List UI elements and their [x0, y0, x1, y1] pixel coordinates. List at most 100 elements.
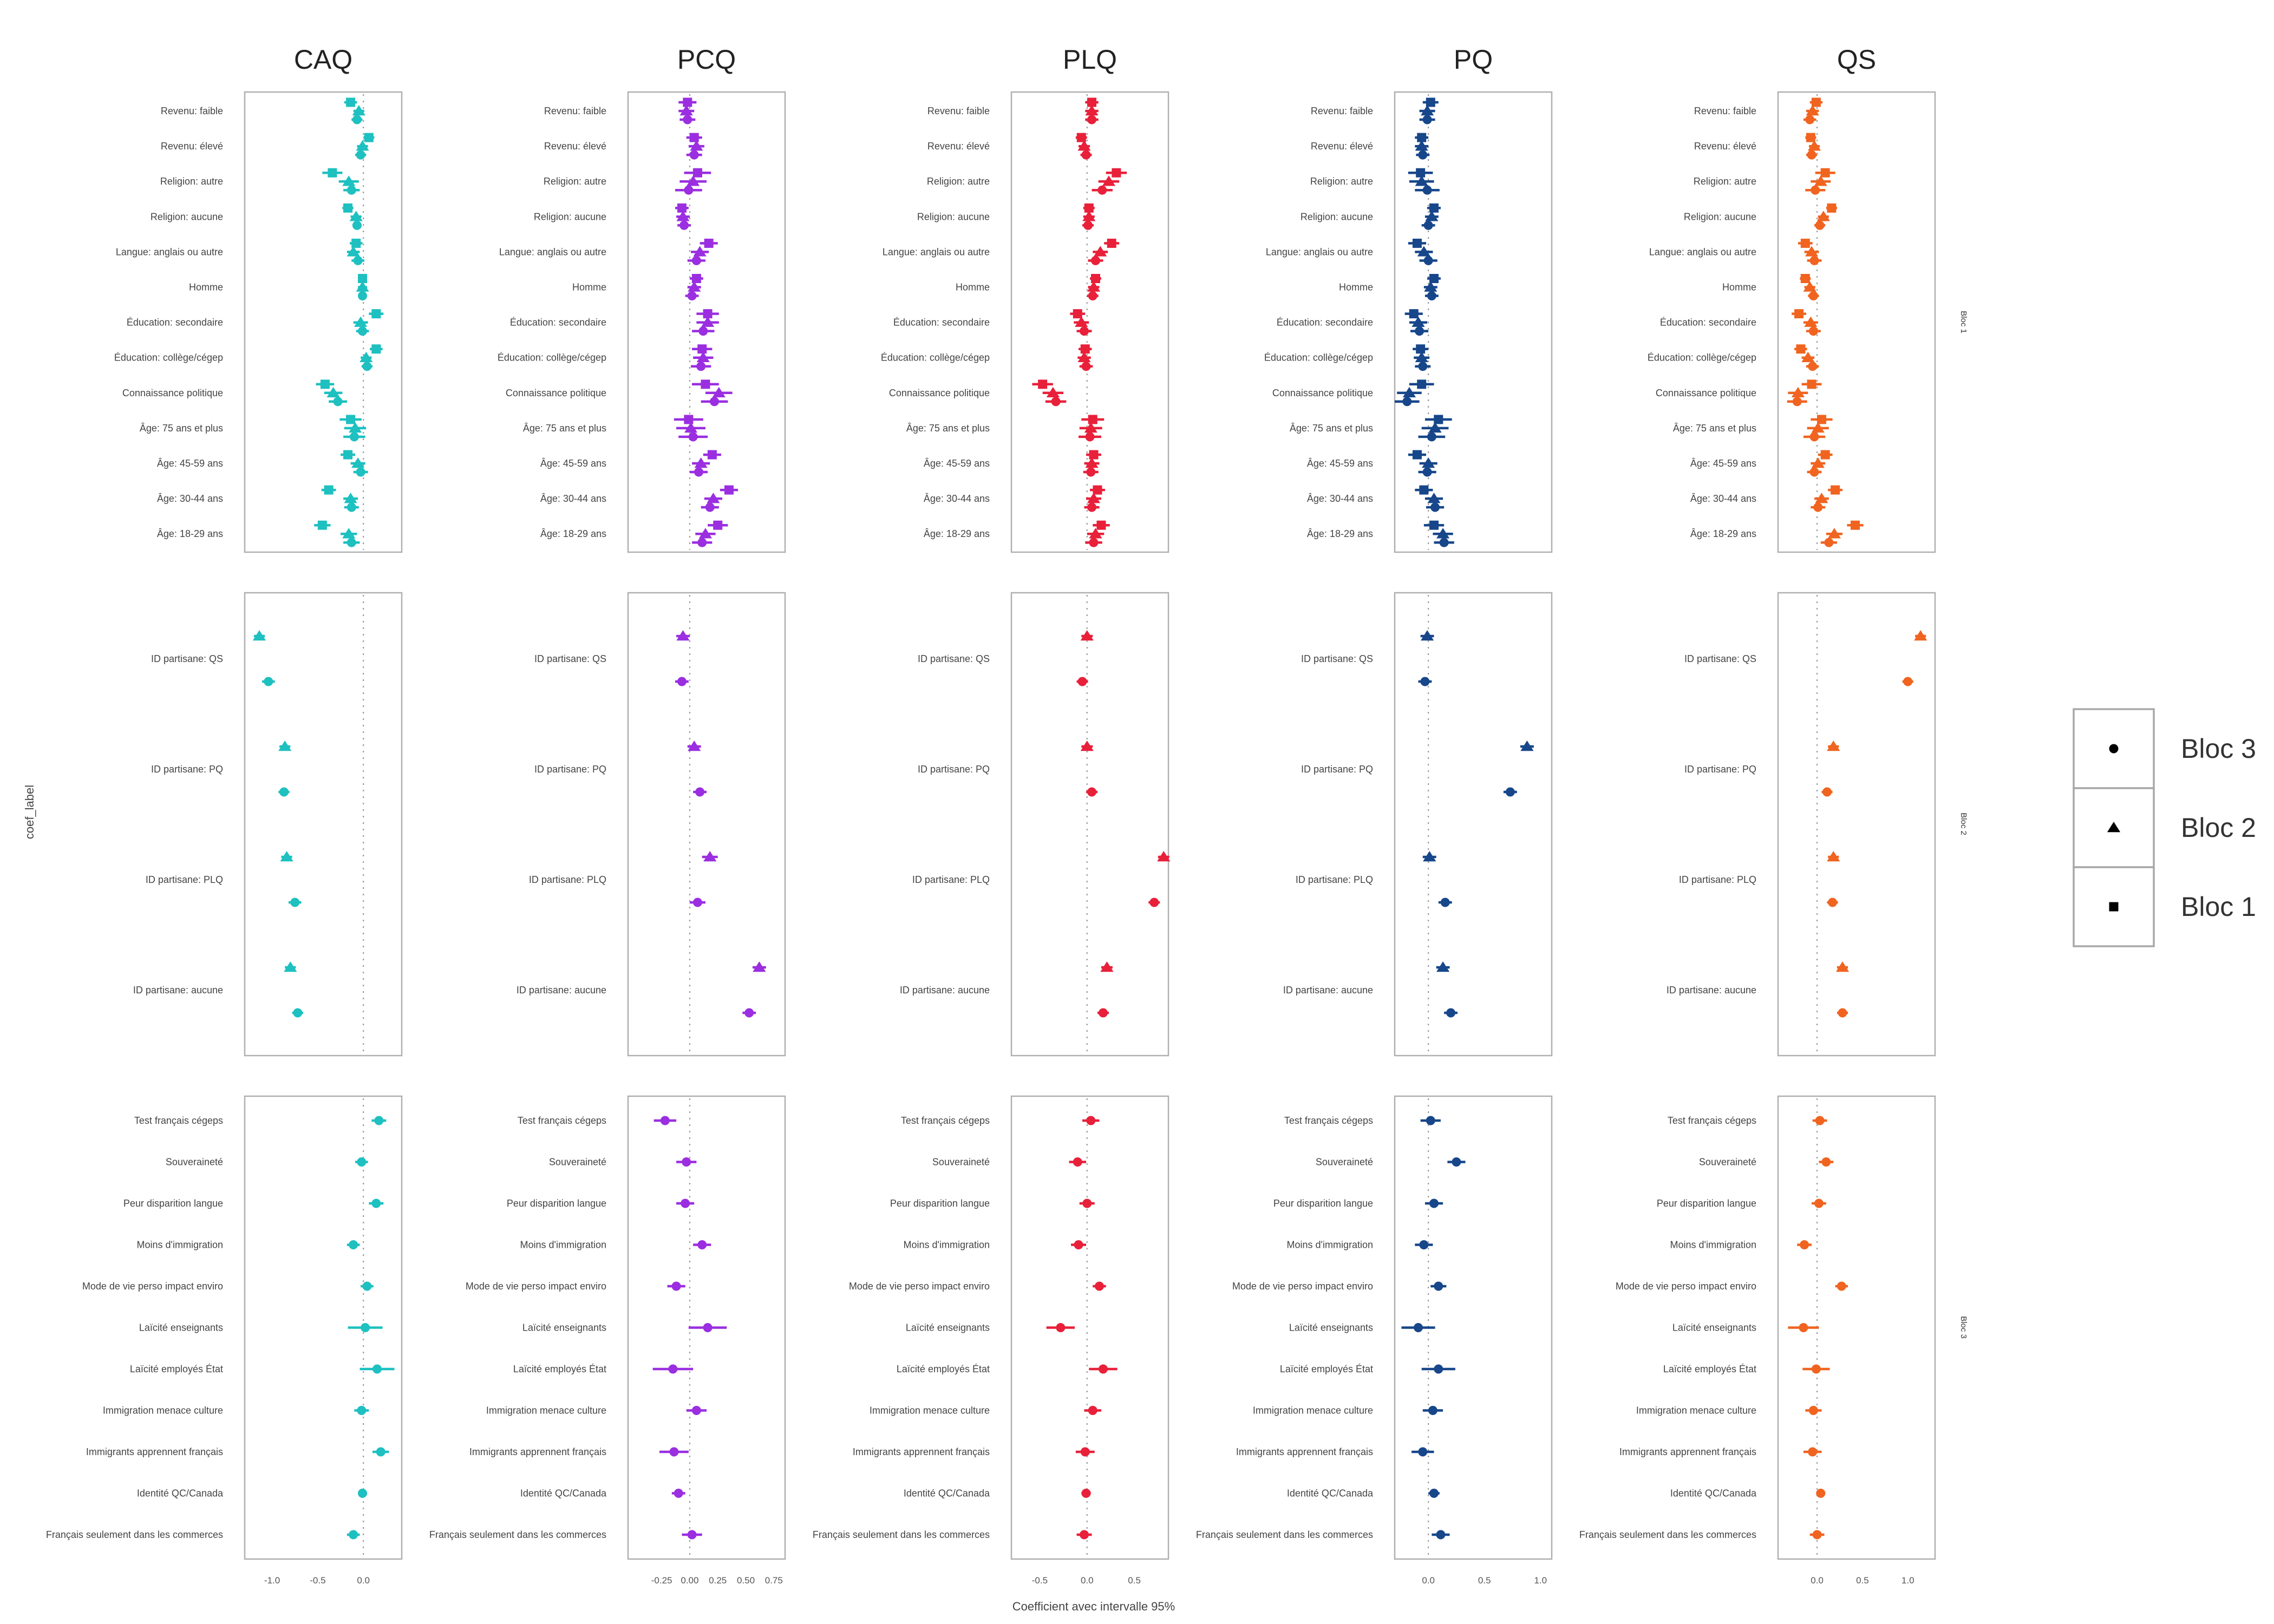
row-label: Laïcité employés État — [130, 1364, 223, 1374]
row-label: Souveraineté — [1699, 1157, 1756, 1168]
education-college-cegep-bloc3-point — [362, 362, 372, 371]
religion-aucune-bloc1-point — [343, 203, 353, 213]
x-tick-label: 0.75 — [765, 1575, 783, 1586]
langue-anglais-ou-autre-bloc2-point — [693, 246, 707, 257]
souverainete-bloc3-point — [1452, 1157, 1461, 1167]
education-college-cegep-bloc1-point — [697, 344, 707, 354]
education-secondaire-bloc3-point — [358, 326, 367, 336]
moins-d-immigration-bloc3-point — [1074, 1240, 1083, 1249]
souverainete-bloc3-point — [357, 1157, 367, 1167]
row-label: Immigration menace culture — [1636, 1405, 1756, 1416]
id-partisane-aucune-bloc3-point — [1838, 1008, 1847, 1018]
row-label: Âge: 30-44 ans — [157, 493, 223, 504]
religion-autre-bloc2-point — [1102, 175, 1116, 186]
age-30-44-ans-bloc2-point — [707, 493, 720, 503]
row-label: Test français cégeps — [1284, 1115, 1373, 1126]
age-45-59-ans-bloc3-point — [694, 467, 703, 477]
test-francais-cegeps-bloc3-point — [374, 1116, 384, 1125]
peur-disparition-langue-bloc3-point — [1082, 1199, 1092, 1208]
panel-b3: Test français cégeps Souveraineté Peur dis… — [46, 1095, 403, 1560]
revenu-faible-bloc1-point — [683, 97, 692, 107]
francais-seulement-dans-les-commerces-bloc3-point — [687, 1530, 697, 1540]
row-label: ID partisane: QS — [1301, 653, 1373, 664]
row-label: Connaissance politique — [889, 388, 990, 398]
religion-aucune-bloc2-point — [1425, 211, 1439, 221]
x-tick-label: 0.25 — [709, 1575, 727, 1586]
row-label: ID partisane: PQ — [1301, 764, 1373, 775]
peur-disparition-langue-bloc3-point — [1429, 1199, 1439, 1208]
homme-bloc2-point — [688, 281, 701, 292]
revenu-faible-bloc3-point — [1087, 115, 1096, 125]
id-partisane-qs-bloc2-point — [1420, 630, 1434, 641]
identite-qc-canada-bloc3-point — [1081, 1489, 1091, 1498]
row-label: ID partisane: aucune — [1283, 985, 1373, 996]
party-column-pq: PQ Revenu: faible Revenu: élevé Religion: a… — [1196, 44, 1553, 1586]
row-label: Moins d'immigration — [1287, 1240, 1374, 1250]
francais-seulement-dans-les-commerces-bloc3-point — [1812, 1530, 1822, 1540]
id-partisane-qs-bloc2-point — [252, 630, 266, 641]
age-18-29-ans-bloc2-point — [698, 528, 713, 539]
id-partisane-qs-bloc3-point — [677, 677, 687, 686]
legend-key-bloc-3: Bloc 3 — [2073, 708, 2256, 789]
test-francais-cegeps-bloc3-point — [1426, 1116, 1435, 1125]
education-secondaire-bloc1-point — [371, 309, 381, 319]
connaissance-politique-bloc2-point — [1402, 387, 1416, 398]
religion-autre-bloc3-point — [347, 185, 356, 195]
souverainete-bloc3-point — [1073, 1157, 1082, 1167]
row-label: ID partisane: PQ — [1684, 764, 1756, 775]
party-column-qs: QS Revenu: faible Revenu: élevé Religion: a… — [1579, 44, 1936, 1586]
row-label: Revenu: élevé — [927, 141, 990, 152]
education-college-cegep-bloc3-point — [1081, 362, 1091, 371]
homme-bloc2-point — [356, 281, 369, 292]
langue-anglais-ou-autre-bloc1-point — [1412, 238, 1422, 248]
education-secondaire-bloc2-point — [1075, 316, 1088, 327]
row-label: Revenu: élevé — [161, 141, 223, 152]
immigrants-apprennent-francais-bloc3-point — [1080, 1447, 1090, 1457]
mode-de-vie-perso-impact-enviro-bloc3-point — [1094, 1281, 1104, 1291]
revenu-eleve-bloc1-point — [1806, 133, 1815, 142]
langue-anglais-ou-autre-bloc1-point — [1107, 238, 1116, 248]
panel-frame — [1394, 592, 1553, 1057]
age-45-59-ans-bloc1-point — [1089, 450, 1099, 460]
homme-bloc3-point — [1088, 291, 1097, 300]
laicite-employes-etat-bloc3-point — [668, 1364, 678, 1374]
education-secondaire-bloc1-point — [1409, 309, 1419, 319]
homme-bloc2-point — [1087, 281, 1101, 292]
religion-autre-bloc2-point — [687, 175, 700, 186]
homme-bloc1-point — [1800, 274, 1810, 283]
id-partisane-qs-bloc3-point — [1903, 677, 1913, 686]
facet-strip-label: Bloc 3 — [1959, 1316, 1968, 1339]
row-label: Souveraineté — [549, 1157, 606, 1168]
party-column-plq: PLQ Revenu: faible Revenu: élevé Religion: … — [813, 44, 1171, 1586]
row-label: Religion: aucune — [917, 211, 990, 222]
revenu-faible-bloc1-point — [346, 97, 356, 107]
row-label: Souveraineté — [1316, 1157, 1373, 1168]
row-label: Test français cégeps — [134, 1115, 223, 1126]
immigrants-apprennent-francais-bloc3-point — [1418, 1447, 1428, 1457]
row-label: Immigration menace culture — [870, 1405, 990, 1416]
identite-qc-canada-bloc3-point — [1816, 1489, 1826, 1498]
id-partisane-pq-bloc3-point — [279, 787, 289, 797]
row-label: ID partisane: aucune — [133, 985, 223, 996]
row-label: Immigration menace culture — [103, 1405, 223, 1416]
row-label: Homme — [1722, 282, 1756, 293]
row-label: Religion: aucune — [1301, 211, 1373, 222]
row-label: ID partisane: PLQ — [529, 874, 606, 885]
moins-d-immigration-bloc3-point — [1800, 1240, 1809, 1249]
laicite-enseignants-bloc3-point — [1799, 1323, 1808, 1332]
row-label: Peur disparition langue — [507, 1198, 606, 1209]
revenu-faible-bloc2-point — [679, 105, 693, 116]
row-label: Revenu: faible — [161, 106, 223, 116]
x-tick-label: 0.00 — [681, 1575, 698, 1586]
row-label: Laïcité enseignants — [1289, 1322, 1373, 1333]
id-partisane-pq-bloc2-point — [1827, 741, 1840, 751]
panel-b1: Revenu: faible Revenu: élevé Religion: aut… — [114, 91, 403, 553]
age-75-ans-et-plus-bloc1-point — [1816, 415, 1826, 424]
row-label: Mode de vie perso impact enviro — [1616, 1281, 1756, 1292]
row-label: Âge: 18-29 ans — [1307, 528, 1373, 539]
row-label: Âge: 75 ans et plus — [140, 423, 223, 434]
age-18-29-ans-bloc2-point — [1827, 528, 1841, 539]
id-partisane-aucune-bloc2-point — [1436, 961, 1450, 972]
homme-bloc2-point — [1424, 281, 1437, 292]
